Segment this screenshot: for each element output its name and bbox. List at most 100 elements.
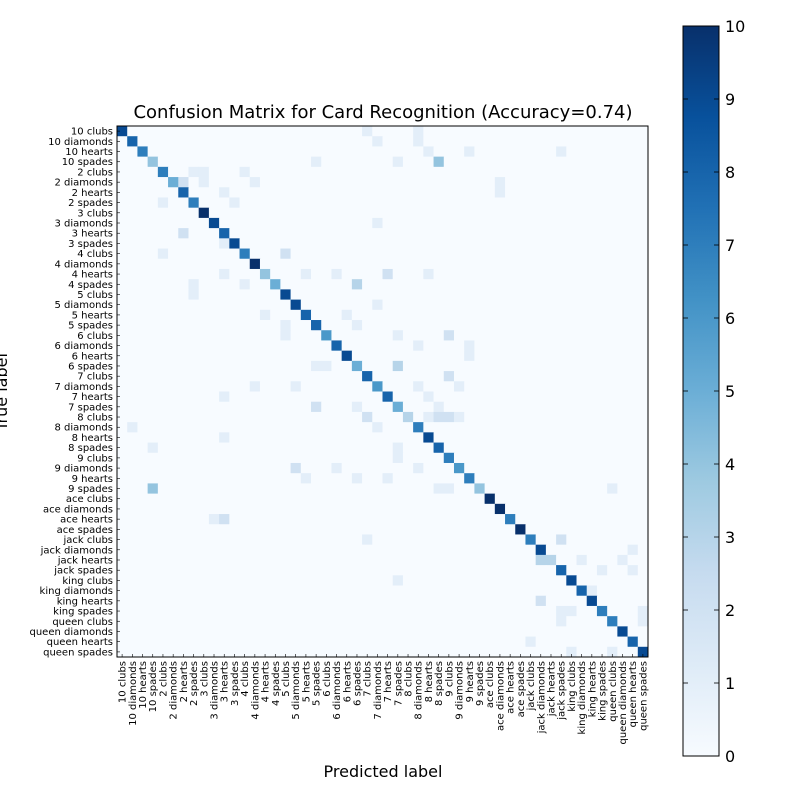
heatmap-cell [607,146,618,158]
heatmap-cell [443,493,455,505]
heatmap-cell [290,493,302,505]
heatmap-cell [586,258,598,270]
heatmap-cell [576,360,588,372]
heatmap-cell [484,126,496,137]
heatmap-cell [351,493,363,505]
heatmap-cell [331,340,343,352]
heatmap-cell [545,197,557,209]
heatmap-cell [627,279,639,290]
heatmap-cell [157,381,169,392]
heatmap-cell [321,483,332,495]
heatmap-cell [362,473,373,484]
heatmap-cell [168,565,179,576]
x-tick-label: 8 diamonds [414,661,425,720]
heatmap-cell [311,207,322,219]
heatmap-cell [351,514,363,525]
heatmap-cell [137,534,149,546]
heatmap-cell [208,360,220,372]
heatmap-cell [433,299,445,311]
heatmap-cell [239,197,251,209]
heatmap-cell [331,605,343,617]
heatmap-cell [229,371,240,382]
heatmap-cell [300,187,312,198]
heatmap-cell [117,340,128,352]
heatmap-cell [372,554,383,566]
heatmap-cell [433,575,445,586]
heatmap-cell [617,401,628,413]
heatmap-cell [402,248,414,260]
heatmap-cell [484,565,496,576]
heatmap-cell [311,636,322,648]
heatmap-cell [382,381,394,392]
heatmap-cell [637,524,649,535]
heatmap-cell [229,493,240,505]
heatmap-cell [127,340,138,352]
heatmap-cell [300,340,312,352]
heatmap-cell [341,126,353,137]
heatmap-cell [341,360,353,372]
heatmap-cell [515,565,526,576]
heatmap-cell [545,483,557,495]
y-tick-label: king hearts [57,596,113,607]
heatmap-cell [576,207,588,219]
heatmap-cell [270,391,281,403]
heatmap-cell [382,595,394,607]
heatmap-cell [474,187,486,198]
heatmap-cell [453,473,465,484]
heatmap-cell [535,524,547,535]
heatmap-cell [157,575,169,586]
heatmap-cell [505,207,516,219]
heatmap-cell [474,626,486,637]
heatmap-cell [453,238,465,249]
heatmap-cell [127,483,138,495]
heatmap-cell [494,411,506,423]
heatmap-cell [433,289,445,300]
heatmap-cell [433,432,445,443]
heatmap-cell [464,636,475,648]
heatmap-cell [453,228,465,239]
heatmap-cell [331,565,343,576]
heatmap-cell [474,330,486,341]
heatmap-cell [188,279,200,290]
heatmap-cell [382,616,394,627]
heatmap-cell [117,258,128,270]
heatmap-cell [157,452,169,464]
heatmap-cell [188,360,200,372]
heatmap-cell [229,422,240,433]
heatmap-cell [627,217,639,229]
heatmap-cell [617,299,628,311]
heatmap-cell [515,197,526,209]
heatmap-cell [198,503,210,515]
heatmap-cell [525,616,537,627]
heatmap-cell [627,268,639,280]
heatmap-cell [259,483,271,495]
heatmap-cell [300,299,312,311]
heatmap-cell [188,534,200,546]
heatmap-cell [117,534,128,546]
heatmap-cell [229,197,240,209]
heatmap-cell [535,360,547,372]
heatmap-cell [157,616,169,627]
heatmap-cell [474,636,486,648]
heatmap-cell [321,228,332,239]
heatmap-cell [525,197,537,209]
heatmap-cell [270,238,281,249]
heatmap-cell [137,503,149,515]
heatmap-cell [443,422,455,433]
heatmap-cell [362,289,373,300]
x-tick-label: 3 diamonds [210,661,221,720]
heatmap-cell [188,605,200,617]
heatmap-cell [433,371,445,382]
heatmap-cell [372,646,383,658]
heatmap-cell [515,136,526,147]
heatmap-cell [525,187,537,198]
heatmap-cell [596,401,608,413]
heatmap-cell [127,503,138,515]
heatmap-cell [392,268,404,280]
heatmap-cell [617,626,628,637]
heatmap-cell [474,156,486,168]
heatmap-cell [443,411,455,423]
y-tick-label: 9 spades [68,484,113,495]
x-tick-label: king hearts [587,661,598,717]
heatmap-cell [229,268,240,280]
